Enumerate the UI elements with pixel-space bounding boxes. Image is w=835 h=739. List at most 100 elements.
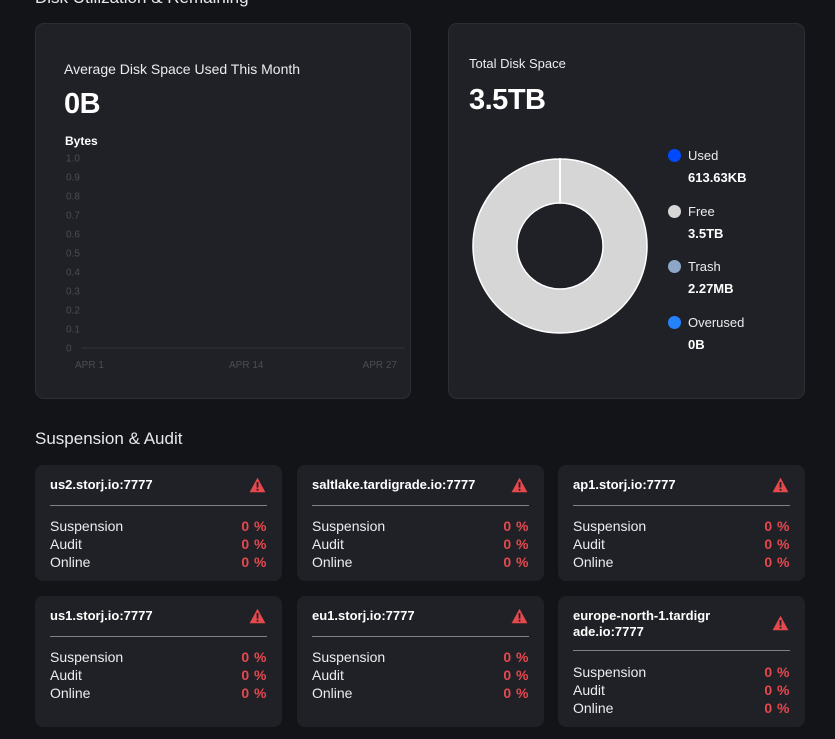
metric-label: Suspension	[573, 518, 647, 534]
metric-label: Suspension	[312, 518, 386, 534]
satellite-card: europe-north-1.tardigrade.io:7777 Suspens…	[558, 596, 805, 727]
warning-icon[interactable]	[511, 477, 528, 493]
warning-icon[interactable]	[249, 608, 266, 624]
satellite-card-divider	[50, 505, 267, 506]
satellite-metric-audit: Audit 0 %	[50, 536, 267, 554]
metric-value: 0 %	[503, 667, 529, 683]
metric-label: Suspension	[50, 649, 124, 665]
satellite-metric-online: Online 0 %	[50, 685, 267, 703]
legend-label: Trash	[688, 259, 721, 274]
metric-label: Online	[50, 685, 91, 701]
satellite-name: saltlake.tardigrade.io:7777	[312, 477, 476, 492]
legend-dot	[668, 149, 681, 162]
satellite-card-divider	[312, 636, 529, 637]
metric-value: 0 %	[764, 664, 790, 680]
satellite-metric-suspension: Suspension 0 %	[312, 518, 529, 536]
legend-label: Overused	[688, 314, 745, 330]
legend-label: Free	[688, 203, 715, 219]
warning-icon[interactable]	[772, 477, 789, 493]
legend-value: 0B	[688, 336, 705, 352]
satellite-metric-online: Online 0 %	[312, 685, 529, 703]
y-tick-label: 1.0	[66, 154, 80, 165]
y-tick-label: 0.6	[66, 230, 80, 241]
metric-label: Audit	[50, 536, 82, 552]
y-tick-label: 0.8	[66, 192, 80, 203]
satellite-card-divider	[573, 505, 790, 506]
x-tick-label: APR 1	[75, 360, 104, 371]
satellite-card-divider	[312, 505, 529, 506]
y-tick-label: 0.9	[66, 173, 80, 184]
legend-value: 613.63KB	[688, 170, 747, 185]
satellite-metric-online: Online 0 %	[50, 554, 267, 572]
satellite-card: eu1.storj.io:7777 Suspension 0 % Audit 0 % On…	[297, 596, 544, 727]
metric-value: 0 %	[241, 649, 267, 665]
satellite-card: us1.storj.io:7777 Suspension 0 % Audit 0 % On…	[35, 596, 282, 727]
y-tick-label: 0.3	[66, 287, 80, 298]
suspension-audit-section-title: Suspension & Audit	[35, 429, 183, 448]
satellite-name: us1.storj.io:7777	[50, 608, 153, 623]
donut-slice-free	[472, 158, 648, 334]
satellite-name: ap1.storj.io:7777	[573, 477, 676, 492]
total-disk-space-label: Total Disk Space	[469, 56, 566, 71]
satellite-card: ap1.storj.io:7777 Suspension 0 % Audit 0 % On…	[558, 465, 805, 581]
y-tick-label: 0.2	[66, 306, 80, 317]
satellite-metric-audit: Audit 0 %	[573, 682, 790, 700]
metric-value: 0 %	[241, 667, 267, 683]
metric-label: Online	[312, 685, 353, 701]
satellite-metric-audit: Audit 0 %	[312, 536, 529, 554]
metric-value: 0 %	[764, 682, 790, 698]
satellite-metric-audit: Audit 0 %	[573, 536, 790, 554]
warning-icon[interactable]	[511, 608, 528, 624]
metric-label: Audit	[312, 667, 344, 683]
metric-value: 0 %	[241, 536, 267, 552]
disk-utilization-section-title: Disk Utilization & Remaining	[35, 0, 249, 8]
metric-value: 0 %	[764, 700, 790, 716]
metric-value: 0 %	[241, 518, 267, 534]
satellite-metric-suspension: Suspension 0 %	[50, 518, 267, 536]
y-tick-label: 0	[66, 344, 72, 355]
disk-space-donut-chart[interactable]	[471, 157, 649, 335]
metric-value: 0 %	[503, 536, 529, 552]
y-tick-label: 0.7	[66, 211, 80, 222]
legend-dot	[668, 315, 681, 329]
warning-icon[interactable]	[249, 477, 266, 493]
satellite-name: europe-north-1.tardigrade.io:7777	[573, 608, 711, 639]
satellite-name: us2.storj.io:7777	[50, 477, 153, 492]
x-tick-label: APR 14	[229, 360, 264, 371]
chart-y-axis-unit: Bytes	[65, 134, 98, 148]
metric-label: Suspension	[50, 518, 124, 534]
satellite-metric-online: Online 0 %	[573, 700, 790, 718]
x-tick-label: APR 27	[363, 360, 398, 371]
satellite-card: us2.storj.io:7777 Suspension 0 % Audit 0 % On…	[35, 465, 282, 581]
satellite-card-divider	[50, 636, 267, 637]
satellite-metric-suspension: Suspension 0 %	[573, 518, 790, 536]
satellite-card: saltlake.tardigrade.io:7777 Suspension 0 %…	[297, 465, 544, 581]
metric-label: Audit	[573, 536, 605, 552]
average-disk-space-card: Average Disk Space Used This Month 0B By…	[35, 23, 411, 399]
warning-icon[interactable]	[772, 615, 789, 631]
legend-value: 2.27MB	[688, 281, 734, 296]
metric-label: Suspension	[573, 664, 647, 680]
average-disk-space-label: Average Disk Space Used This Month	[64, 61, 301, 77]
metric-value: 0 %	[764, 536, 790, 552]
metric-label: Online	[573, 700, 614, 716]
metric-value: 0 %	[503, 685, 529, 701]
average-disk-space-value: 0B	[64, 88, 101, 120]
legend-label: Used	[688, 148, 719, 163]
y-tick-label: 0.4	[66, 268, 80, 279]
metric-value: 0 %	[503, 518, 529, 534]
metric-value: 0 %	[503, 554, 529, 570]
y-tick-label: 0.1	[66, 325, 80, 336]
metric-label: Audit	[312, 536, 344, 552]
metric-value: 0 %	[241, 685, 267, 701]
satellite-metric-online: Online 0 %	[312, 554, 529, 572]
satellite-metric-suspension: Suspension 0 %	[50, 649, 267, 667]
legend-dot	[668, 204, 681, 218]
total-disk-space-card: Total Disk Space 3.5TB Used 613.63KB Free 3…	[448, 23, 805, 399]
metric-label: Suspension	[312, 649, 386, 665]
y-tick-label: 0.5	[66, 249, 80, 260]
legend-value: 3.5TB	[688, 225, 724, 241]
metric-value: 0 %	[764, 554, 790, 570]
